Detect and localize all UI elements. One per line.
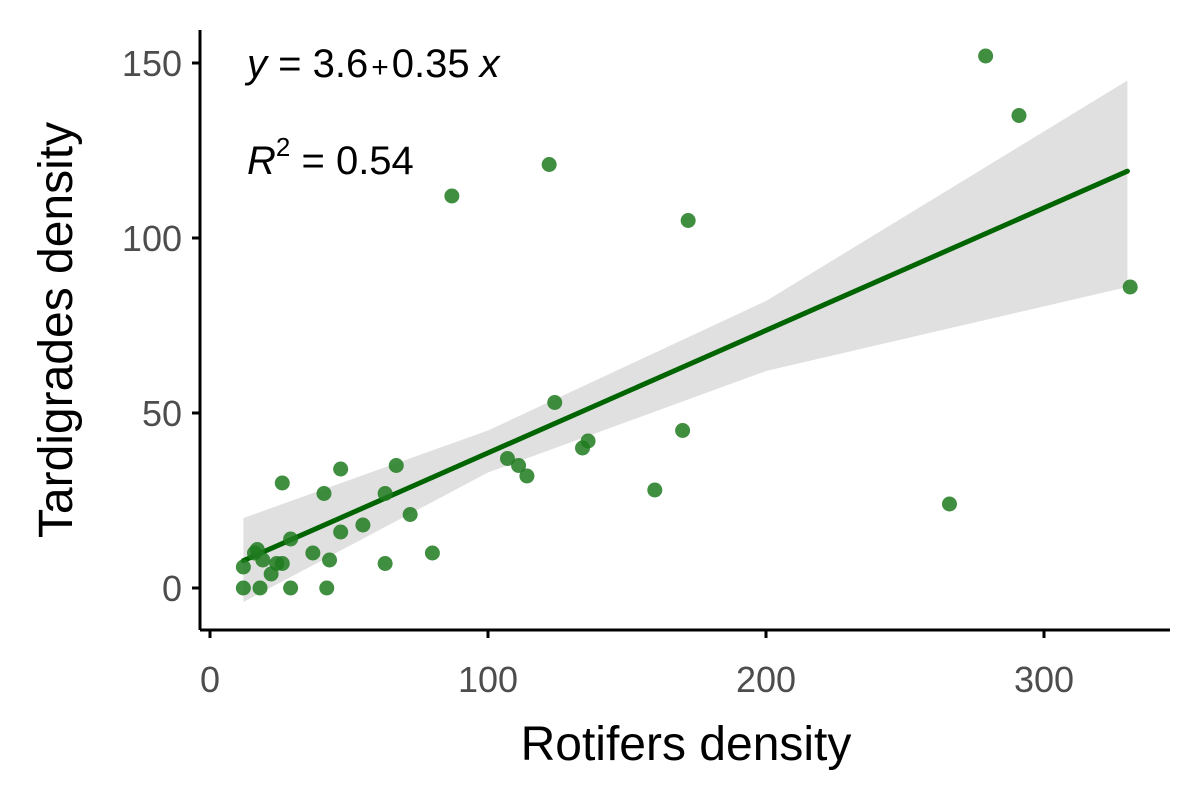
data-point xyxy=(675,423,691,438)
equation-y-var: y xyxy=(244,42,270,86)
data-point xyxy=(235,580,251,596)
equation-plus: + xyxy=(371,51,389,84)
data-point xyxy=(1122,279,1138,295)
data-point xyxy=(283,531,299,547)
y-tick-label: 0 xyxy=(162,568,182,609)
data-point xyxy=(1011,108,1027,123)
y-tick-label: 150 xyxy=(122,43,182,84)
data-point xyxy=(316,486,332,501)
data-point xyxy=(355,517,371,533)
data-point xyxy=(274,556,290,571)
data-points-layer xyxy=(235,48,1138,596)
confidence-band-layer xyxy=(243,80,1128,602)
data-point xyxy=(305,545,321,561)
data-point xyxy=(511,458,527,473)
data-point xyxy=(547,395,563,410)
y-axis-ticks: 0 50 100 150 xyxy=(122,43,200,609)
data-point xyxy=(541,157,557,172)
data-point xyxy=(333,524,349,540)
data-point xyxy=(377,486,393,501)
x-axis-title: Rotifers density xyxy=(521,718,852,771)
r-squared-r: R xyxy=(247,139,276,183)
data-point xyxy=(319,580,335,596)
data-point xyxy=(274,475,290,491)
data-point xyxy=(283,580,299,596)
confidence-band xyxy=(243,80,1128,602)
r-squared-value: = 0.54 xyxy=(290,139,413,183)
data-point xyxy=(333,461,349,477)
x-tick-label: 300 xyxy=(1014,659,1074,700)
x-tick-label: 0 xyxy=(200,659,220,700)
y-tick-label: 100 xyxy=(122,218,182,259)
data-point xyxy=(941,496,957,512)
y-tick-label: 50 xyxy=(142,393,182,434)
data-point xyxy=(978,48,994,64)
data-point xyxy=(647,482,663,498)
regression-equation: y = 3.6 +0.35 x xyxy=(244,42,502,86)
data-point xyxy=(255,552,271,568)
y-axis-title: Tardigrades density xyxy=(30,122,83,538)
x-tick-label: 200 xyxy=(736,659,796,700)
data-point xyxy=(580,433,596,449)
equation-x-var: x xyxy=(478,42,502,86)
r-squared-sup: 2 xyxy=(276,132,290,162)
data-point xyxy=(388,458,404,473)
data-point xyxy=(402,507,418,522)
equation-intercept: = 3.6 xyxy=(267,42,368,86)
x-tick-label: 100 xyxy=(458,659,518,700)
x-axis-ticks: 0 100 200 300 xyxy=(200,630,1074,700)
data-point xyxy=(499,451,515,466)
regression-line-layer xyxy=(240,168,1130,564)
data-point xyxy=(519,468,535,484)
data-point xyxy=(424,545,440,561)
data-point xyxy=(377,556,393,571)
data-point xyxy=(322,552,338,568)
data-point xyxy=(444,188,460,204)
data-point xyxy=(235,559,251,575)
data-point xyxy=(680,213,696,228)
equation-slope: 0.35 xyxy=(392,42,470,86)
r-squared-label: R2 = 0.54 xyxy=(247,132,414,183)
data-point xyxy=(252,580,268,596)
regression-line xyxy=(240,168,1130,564)
